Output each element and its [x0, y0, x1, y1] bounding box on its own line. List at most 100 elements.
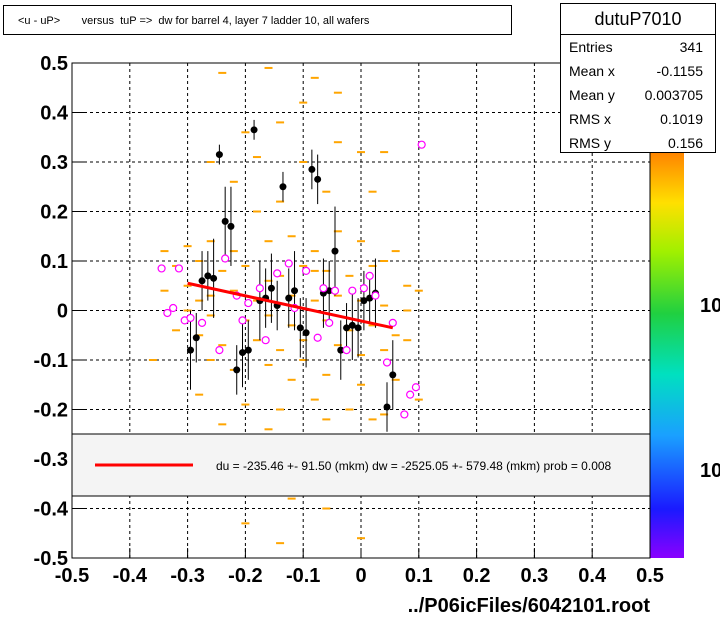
- stats-value: 0.003705: [644, 87, 703, 103]
- stats-row-mean-x: Mean x -0.1155: [561, 59, 715, 83]
- profile-point: [285, 294, 293, 302]
- hist-cell: [322, 507, 331, 510]
- profile-point: [314, 175, 322, 183]
- stats-value: -0.1155: [656, 63, 703, 79]
- hist-cell: [160, 289, 169, 292]
- axes: -0.5 -0.4 -0.3 -0.2 -0.1 0 0.1 0.2 0.3 0.4 0.5 -0.5…: [34, 53, 664, 587]
- profile-layer: [157, 119, 426, 432]
- hist-cell: [218, 344, 227, 347]
- hist-cell: [391, 250, 400, 253]
- profile-point-alt: [319, 284, 328, 293]
- hist-cell: [368, 190, 377, 193]
- profile-point: [250, 126, 258, 134]
- profile-point: [198, 277, 206, 285]
- hist-cell: [322, 190, 331, 193]
- hist-cell: [380, 151, 389, 154]
- profile-point-alt: [359, 284, 368, 293]
- profile-point: [383, 403, 391, 411]
- stats-row-rms-x: RMS x 0.1019: [561, 107, 715, 131]
- y-tick-label: -0.4: [34, 499, 69, 521]
- y-tick-label: 0.2: [40, 202, 68, 224]
- hist-cell: [287, 497, 296, 500]
- hist-cell: [287, 378, 296, 381]
- hist-cell: [380, 349, 389, 352]
- hist-cell: [310, 398, 319, 401]
- stats-row-rms-y: RMS y 0.156: [561, 131, 715, 155]
- profile-point-alt: [411, 383, 421, 392]
- profile-point: [360, 297, 368, 305]
- profile-point: [210, 274, 218, 282]
- hist-cell: [264, 279, 273, 282]
- hist-cell: [241, 522, 250, 525]
- hist-cell: [345, 329, 354, 332]
- hist-cell: [206, 314, 215, 317]
- hist-cell: [264, 363, 273, 366]
- stats-label: RMS y: [569, 135, 611, 151]
- profile-point-alt: [388, 318, 397, 327]
- profile-point: [227, 222, 235, 230]
- y-tick-label: 0: [57, 301, 68, 323]
- hist-cell: [333, 230, 342, 233]
- hist-cell: [206, 359, 215, 361]
- hist-cell: [218, 269, 227, 272]
- profile-point-alt: [342, 346, 351, 355]
- hist-cell: [322, 269, 331, 272]
- x-tick-label: -0.4: [113, 565, 148, 587]
- profile-point-alt: [169, 303, 178, 313]
- y-tick-label: 0.5: [40, 53, 68, 75]
- y-tick-label: 0.3: [40, 152, 68, 174]
- hist-cell: [310, 76, 319, 79]
- fit-line: [187, 281, 394, 330]
- hist-cell: [183, 284, 192, 287]
- hist-cell: [218, 71, 227, 74]
- hist-cell: [276, 349, 285, 352]
- hist-cell: [403, 284, 412, 287]
- fit-legend-text: du = -235.46 +- 91.50 (mkm) dw = -2525.0…: [216, 459, 612, 473]
- hist-cell: [229, 180, 238, 183]
- x-tick-label: 0.1: [405, 565, 433, 587]
- profile-point-alt: [255, 284, 264, 293]
- stats-row-mean-y: Mean y 0.003705: [561, 83, 715, 107]
- profile-point: [308, 165, 316, 173]
- stats-value: 0.156: [667, 135, 703, 151]
- y-tick-label: 0.1: [40, 251, 68, 273]
- hist-cell: [195, 299, 204, 302]
- hist-cell: [333, 344, 342, 347]
- profile-point: [389, 371, 397, 379]
- stats-box: dutuP7010 Entries 341 Mean x -0.1155 Mea…: [560, 3, 716, 153]
- profile-point: [302, 329, 310, 337]
- hist-cell: [333, 141, 342, 144]
- hist-cell: [380, 413, 389, 416]
- x-tick-label: 0.5: [636, 565, 664, 587]
- hist-cell: [160, 250, 169, 253]
- stats-value: 341: [679, 39, 703, 55]
- profile-point-alt: [382, 358, 392, 367]
- profile-point-alt: [238, 316, 247, 325]
- hist-cell: [391, 378, 400, 381]
- profile-point-alt: [186, 313, 195, 323]
- hist-cell: [287, 294, 296, 297]
- hist-cell: [403, 309, 412, 312]
- hist-cell: [299, 101, 308, 104]
- hist-cell: [357, 240, 365, 243]
- hist-cell: [368, 264, 377, 267]
- y-tick-label: 0.4: [40, 103, 69, 125]
- x-tick-label: 0.4: [578, 565, 607, 587]
- hist-cell: [276, 121, 285, 124]
- hist-cell: [229, 250, 238, 253]
- hist-cell: [322, 373, 331, 376]
- profile-point-alt: [325, 318, 334, 327]
- hist-cell: [195, 260, 204, 262]
- profile-point: [296, 324, 304, 332]
- hist-cell: [414, 398, 423, 401]
- profile-point-alt: [261, 336, 270, 345]
- profile-point-alt: [163, 308, 172, 318]
- stats-value: 0.1019: [660, 111, 703, 127]
- x-tick-label: 0.3: [520, 565, 548, 587]
- z-tick-label: 10: [700, 295, 720, 317]
- z-tick-label: 10: [700, 460, 720, 482]
- hist-cell: [252, 339, 261, 342]
- profile-point: [354, 324, 362, 332]
- profile-point-alt: [174, 264, 184, 273]
- hist-cell: [183, 245, 192, 248]
